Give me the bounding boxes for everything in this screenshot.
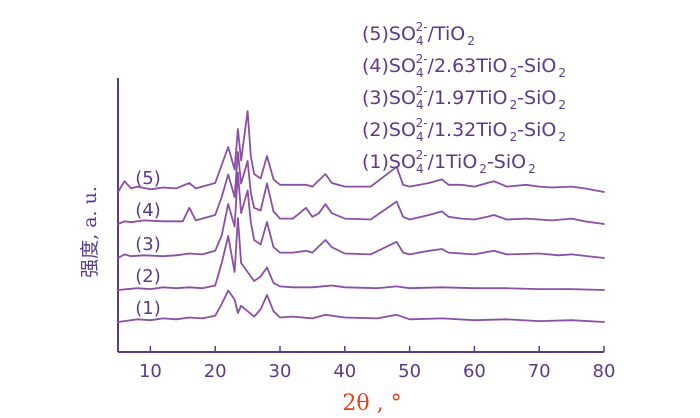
legend: (5)SO42-/TiO 2 (4)SO42-/2.63TiO 2-SiO 2 (3)SO…	[362, 20, 566, 176]
curve-label-2: (2)	[135, 266, 161, 287]
legend-entry-4: (2)SO42-/1.32TiO 2-SiO 2	[362, 116, 566, 144]
curve-label-5: (5)	[135, 168, 161, 189]
x-tick-label: 10	[139, 361, 162, 382]
x-tick-label: 20	[204, 361, 227, 382]
legend-entry-5: (1)SO42-/1TiO 2-SiO 2	[362, 148, 536, 176]
series-line-5	[117, 110, 605, 193]
x-ticks: 10 20 30 40 50 60 70 80	[139, 346, 616, 382]
curve-labels: (1) (2) (3) (4) (5)	[135, 168, 161, 319]
y-axis-label: 强度, a. u.	[79, 186, 101, 278]
curves	[117, 110, 605, 323]
series-line-2	[117, 217, 605, 291]
x-tick-label: 60	[463, 361, 486, 382]
x-tick-label: 80	[593, 361, 616, 382]
legend-entry-3: (3)SO42-/1.97TiO 2-SiO 2	[362, 84, 566, 112]
legend-entry-2: (4)SO42-/2.63TiO 2-SiO 2	[362, 52, 566, 80]
series-line-4	[117, 151, 605, 225]
series-line-3	[117, 171, 605, 259]
x-axis-label: 2θ , °	[342, 391, 401, 416]
x-tick-label: 30	[269, 361, 292, 382]
legend-entry-1: (5)SO42-/TiO 2	[362, 20, 475, 48]
x-tick-label: 50	[398, 361, 421, 382]
curve-label-4: (4)	[135, 200, 161, 221]
series-line-1	[117, 289, 605, 323]
x-tick-label: 70	[528, 361, 551, 382]
curve-label-1: (1)	[135, 298, 161, 319]
curve-label-3: (3)	[135, 234, 161, 255]
axes	[117, 78, 604, 353]
x-tick-label: 40	[333, 361, 356, 382]
